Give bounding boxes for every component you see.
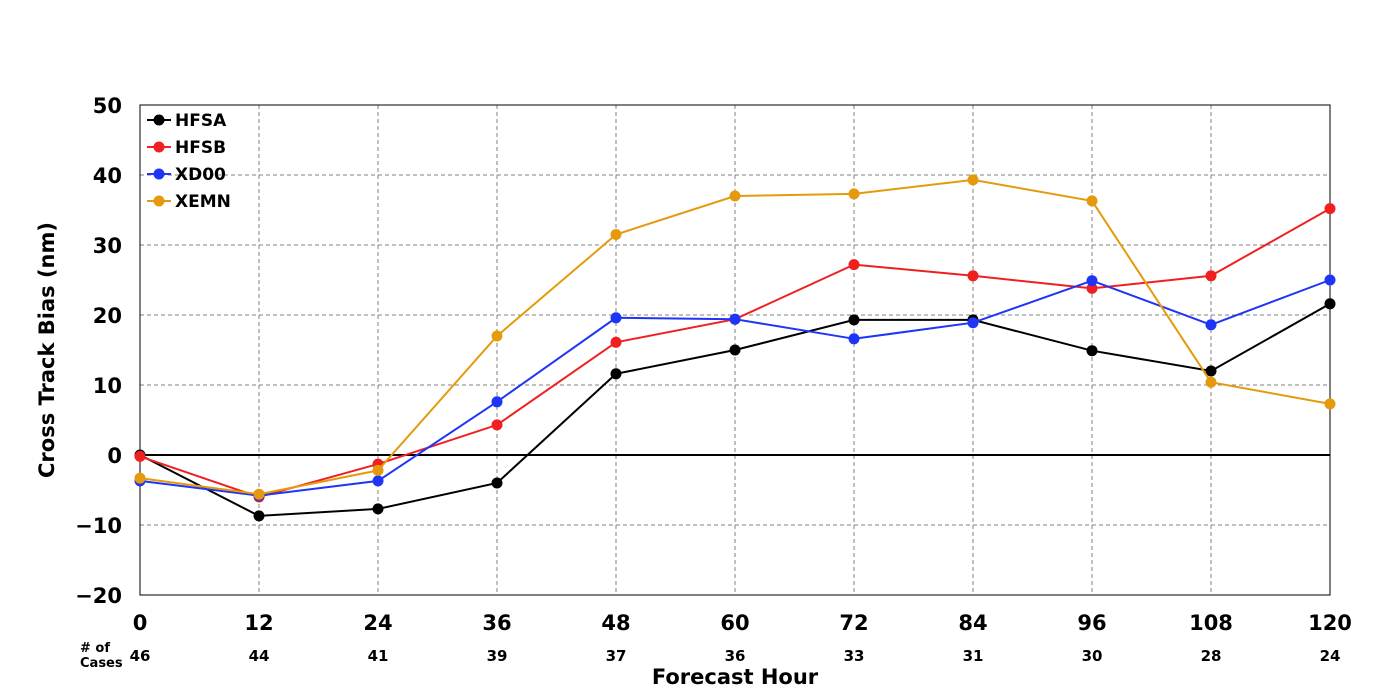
data-point bbox=[729, 344, 741, 356]
x-tick-label: 96 bbox=[1077, 611, 1106, 635]
data-point bbox=[729, 313, 741, 325]
case-count: 41 bbox=[368, 647, 389, 665]
y-axis-label: Cross Track Bias (nm) bbox=[35, 222, 59, 478]
x-tick-label: 72 bbox=[839, 611, 868, 635]
x-tick-label: 84 bbox=[958, 611, 987, 635]
case-count: 37 bbox=[606, 647, 627, 665]
data-point bbox=[848, 259, 860, 271]
data-point bbox=[1205, 270, 1217, 282]
x-tick-label: 108 bbox=[1189, 611, 1233, 635]
data-point bbox=[1324, 398, 1336, 410]
legend-label: HFSB bbox=[175, 138, 226, 158]
legend-marker bbox=[153, 141, 165, 153]
legend-item: HFSB bbox=[147, 138, 226, 158]
data-point bbox=[491, 396, 503, 408]
case-count: 39 bbox=[487, 647, 508, 665]
data-point bbox=[134, 450, 146, 462]
data-point bbox=[134, 472, 146, 484]
data-point bbox=[491, 330, 503, 342]
y-tick-label: 50 bbox=[93, 94, 122, 118]
x-axis-label: Forecast Hour bbox=[652, 665, 819, 689]
y-tick-label: −20 bbox=[75, 584, 122, 608]
legend-label: XD00 bbox=[175, 165, 226, 185]
data-point bbox=[253, 488, 265, 500]
data-point bbox=[1086, 282, 1098, 294]
x-tick-label: 0 bbox=[133, 611, 148, 635]
x-tick-label: 36 bbox=[482, 611, 511, 635]
data-point bbox=[491, 477, 503, 489]
data-point bbox=[848, 333, 860, 345]
data-point bbox=[372, 475, 384, 487]
case-count: 28 bbox=[1201, 647, 1222, 665]
data-point bbox=[372, 464, 384, 476]
data-point bbox=[372, 503, 384, 515]
legend-marker bbox=[153, 195, 165, 207]
data-point bbox=[729, 190, 741, 202]
data-point bbox=[610, 336, 622, 348]
case-count: 33 bbox=[844, 647, 865, 665]
data-point bbox=[491, 419, 503, 431]
case-count: 36 bbox=[725, 647, 746, 665]
data-point bbox=[967, 174, 979, 186]
data-point bbox=[967, 270, 979, 282]
legend-item: XEMN bbox=[147, 192, 231, 212]
cases-row-label: # of bbox=[80, 641, 110, 656]
data-point bbox=[848, 188, 860, 200]
x-tick-label: 24 bbox=[363, 611, 392, 635]
legend-marker bbox=[153, 114, 165, 126]
series-xd00 bbox=[134, 274, 1336, 502]
x-tick-label: 60 bbox=[720, 611, 749, 635]
data-point bbox=[610, 312, 622, 324]
x-tick-label: 12 bbox=[244, 611, 273, 635]
cases-row-label: Cases bbox=[80, 656, 123, 671]
y-tick-label: 40 bbox=[93, 164, 122, 188]
x-tick-label: 120 bbox=[1308, 611, 1352, 635]
data-point bbox=[1086, 275, 1098, 287]
case-count: 44 bbox=[249, 647, 270, 665]
data-point bbox=[253, 510, 265, 522]
data-point bbox=[610, 368, 622, 380]
data-point bbox=[1205, 365, 1217, 377]
data-point bbox=[967, 317, 979, 329]
data-point bbox=[1205, 376, 1217, 388]
legend-label: XEMN bbox=[175, 192, 231, 212]
legend-marker bbox=[153, 168, 165, 180]
data-point bbox=[1324, 274, 1336, 286]
legend-label: HFSA bbox=[175, 111, 227, 131]
legend-item: HFSA bbox=[147, 111, 227, 131]
x-tick-label: 48 bbox=[601, 611, 630, 635]
case-count: 24 bbox=[1320, 647, 1341, 665]
legend: HFSA HFSB XD00 XEMN bbox=[147, 111, 231, 212]
y-tick-label: −10 bbox=[75, 514, 122, 538]
plot-frame bbox=[139, 104, 1331, 596]
case-count: 31 bbox=[963, 647, 984, 665]
data-point bbox=[1205, 319, 1217, 331]
series-layer bbox=[134, 174, 1336, 522]
y-tick-label: 0 bbox=[107, 444, 122, 468]
case-count: 30 bbox=[1082, 647, 1103, 665]
y-tick-label: 20 bbox=[93, 304, 122, 328]
series-xemn bbox=[134, 174, 1336, 500]
x-tick-labels: 0 12 24 36 48 60 72 84 96 108 120 bbox=[133, 611, 1352, 635]
data-point bbox=[1324, 298, 1336, 310]
case-count: 46 bbox=[130, 647, 151, 665]
legend-item: XD00 bbox=[147, 165, 226, 185]
data-point bbox=[1086, 195, 1098, 207]
data-point bbox=[848, 314, 860, 326]
data-point bbox=[610, 229, 622, 240]
y-tick-label: 30 bbox=[93, 234, 122, 258]
data-point bbox=[1324, 203, 1336, 215]
y-tick-labels: −20 −10 0 10 20 30 40 50 bbox=[75, 94, 122, 608]
y-tick-label: 10 bbox=[93, 374, 122, 398]
data-point bbox=[1086, 345, 1098, 357]
